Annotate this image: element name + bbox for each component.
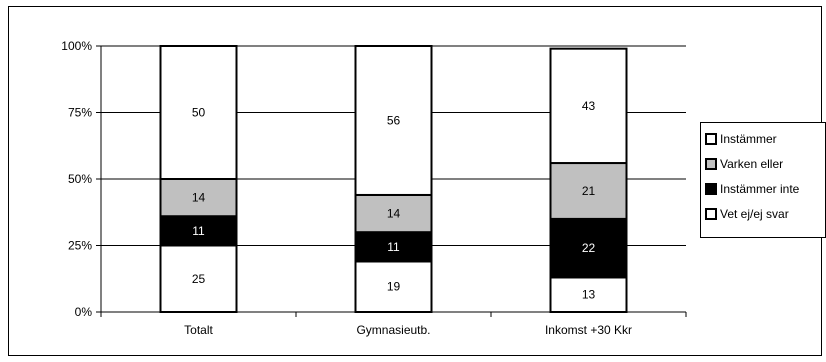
data-label: 22 <box>582 241 596 255</box>
data-label: 19 <box>387 280 401 294</box>
data-label: 13 <box>582 288 596 302</box>
legend-item: Instämmer <box>705 131 777 147</box>
legend-label: Instämmer <box>720 132 777 146</box>
bar-segment <box>549 47 628 165</box>
data-labels: 25 11 14 50 19 11 14 56 13 22 21 43 <box>192 99 596 302</box>
bar-segment <box>159 45 238 180</box>
bar-segment <box>549 217 628 279</box>
bar-segment <box>354 260 433 313</box>
bars <box>159 45 628 314</box>
data-label: 14 <box>192 191 206 205</box>
data-label: 21 <box>582 184 596 198</box>
legend-swatch <box>705 133 717 145</box>
data-label: 56 <box>387 113 401 127</box>
y-tick-label: 25% <box>68 239 92 253</box>
legend-swatch <box>705 158 717 170</box>
bar-segment <box>354 45 433 196</box>
legend-swatch <box>705 183 717 195</box>
legend-swatch <box>705 208 717 220</box>
x-tick-label: Gymnasieutb. <box>356 323 430 337</box>
bar-segment <box>354 193 433 234</box>
y-tick-label: 50% <box>68 172 92 186</box>
data-label: 25 <box>192 272 206 286</box>
legend-label: Varken eller <box>720 157 784 171</box>
legend: Instämmer Varken eller Instämmer inte Vet e… <box>700 122 826 238</box>
bar-segment <box>549 162 628 220</box>
legend-item: Varken eller <box>705 156 783 172</box>
legend-label: Vet ej/ej svar <box>720 207 789 221</box>
data-label: 14 <box>387 207 401 221</box>
y-tick-label: 0% <box>75 305 93 319</box>
legend-label: Instämmer inte <box>720 182 800 196</box>
legend-item: Instämmer inte <box>705 181 799 197</box>
data-label: 50 <box>192 106 206 120</box>
x-tick-label: Inkomst +30 Kkr <box>545 323 632 337</box>
legend-item: Vet ej/ej svar <box>705 206 789 222</box>
y-tick-label: 100% <box>61 39 92 53</box>
data-label: 11 <box>387 240 400 254</box>
data-label: 11 <box>192 224 205 238</box>
data-label: 43 <box>582 99 596 113</box>
y-tick-label: 75% <box>68 106 92 120</box>
x-tick-label: Totalt <box>184 323 213 337</box>
